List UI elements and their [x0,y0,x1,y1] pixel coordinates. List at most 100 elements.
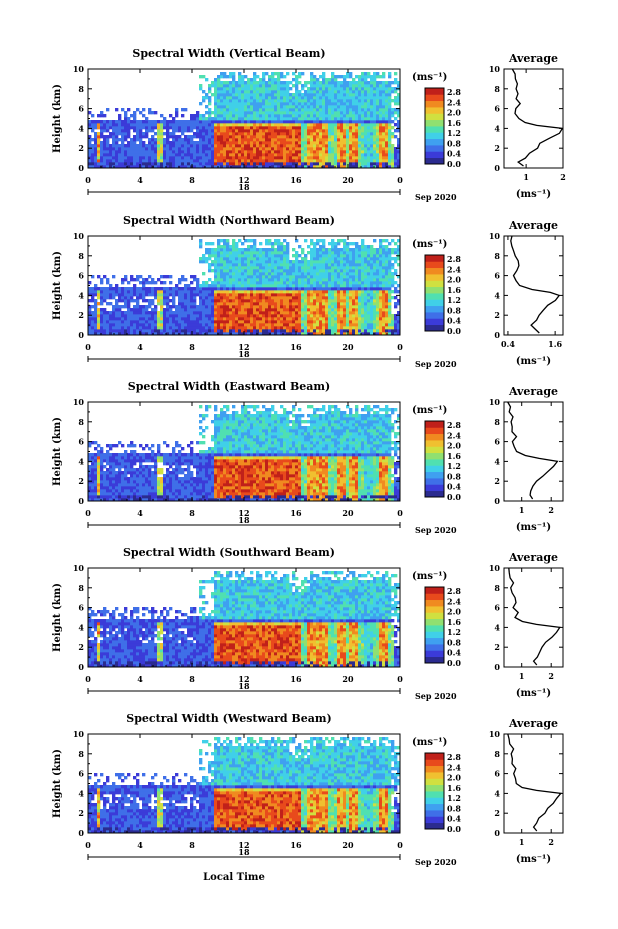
heatmap-cell [226,123,230,127]
heatmap-cell [124,147,128,151]
heatmap-cell [352,275,356,279]
heatmap-cell [310,72,314,76]
heatmap-cell [202,293,206,297]
heatmap-cell [232,296,236,300]
heatmap-cell [214,138,218,142]
heatmap-cell [340,87,344,91]
heatmap-cell [151,308,155,312]
heatmap-cell [199,141,203,145]
heatmap-cell [166,308,170,312]
heatmap-cell [274,126,278,130]
heatmap-cell [109,332,113,336]
heatmap-cell [298,290,302,294]
heatmap-cell [211,326,215,330]
heatmap-cell [247,287,251,291]
heatmap-cell [94,308,98,312]
heatmap-cell [352,326,356,330]
heatmap-cell [355,144,359,148]
heatmap-cell [289,317,293,321]
heatmap-cell [238,153,242,157]
heatmap-cell [262,329,266,333]
heatmap-cell [292,132,296,136]
heatmap-cell [208,290,212,294]
heatmap-cell [364,272,368,276]
heatmap-cell [304,156,308,160]
heatmap-cell [361,120,365,124]
heatmap-cell [367,269,371,273]
heatmap-cell [133,320,137,324]
heatmap-cell [307,293,311,297]
heatmap-cell [244,308,248,312]
heatmap-cell [370,153,374,157]
heatmap-cell [187,290,191,294]
heatmap-cell [91,153,95,157]
heatmap-cell [322,123,326,127]
heatmap-cell [91,147,95,151]
heatmap-cell [256,117,260,121]
heatmap-cell [160,141,164,145]
heatmap-cell [364,75,368,79]
heatmap-cell [358,90,362,94]
heatmap-cell [217,248,221,252]
heatmap-cell [109,290,113,294]
heatmap-cell [178,123,182,127]
heatmap-cell [211,254,215,258]
heatmap-cell [301,153,305,157]
heatmap-cell [331,144,335,148]
heatmap-cell [202,272,206,276]
heatmap-cell [301,105,305,109]
heatmap-cell [220,87,224,91]
heatmap-cell [208,123,212,127]
heatmap-cell [145,299,149,303]
heatmap-cell [358,323,362,327]
heatmap-cell [334,254,338,258]
heatmap-cell [259,156,263,160]
heatmap-cell [307,162,311,166]
heatmap-cell [253,329,257,333]
heatmap-cell [223,272,227,276]
heatmap-cell [373,102,377,106]
heatmap-cell [388,147,392,151]
heatmap-cell [373,138,377,142]
heatmap-cell [244,102,248,106]
heatmap-cell [316,329,320,333]
heatmap-cell [244,75,248,79]
heatmap-cell [325,129,329,133]
heatmap-cell [283,99,287,103]
heatmap-cell [313,126,317,130]
heatmap-cell [133,111,137,115]
heatmap-cell [178,299,182,303]
heatmap-cell [289,99,293,103]
heatmap-cell [250,272,254,276]
heatmap-cell [247,90,251,94]
heatmap-cell [286,117,290,121]
heatmap-cell [313,329,317,333]
heatmap-cell [286,159,290,163]
heatmap-cell [286,320,290,324]
heatmap-cell [256,99,260,103]
heatmap-cell [130,144,134,148]
heatmap-cell [367,156,371,160]
heatmap-cell [283,293,287,297]
heatmap-cell [307,320,311,324]
heatmap-cell [376,132,380,136]
heatmap-cell [91,329,95,333]
profile-y-tick-label: 10 [489,64,501,74]
heatmap-cell [181,275,185,279]
heatmap-cell [235,272,239,276]
heatmap-cell [229,105,233,109]
heatmap-cell [367,150,371,154]
heatmap-cell [223,245,227,249]
heatmap-cell [343,278,347,282]
heatmap-cell [328,260,332,264]
heatmap-cell [109,120,113,124]
heatmap-cell [274,296,278,300]
heatmap-cell [232,138,236,142]
heatmap-cell [319,254,323,258]
heatmap-cell [340,153,344,157]
heatmap-cell [253,141,257,145]
heatmap-cell [316,326,320,330]
heatmap-cell [259,138,263,142]
heatmap-cell [274,293,278,297]
heatmap-cell [115,302,119,306]
